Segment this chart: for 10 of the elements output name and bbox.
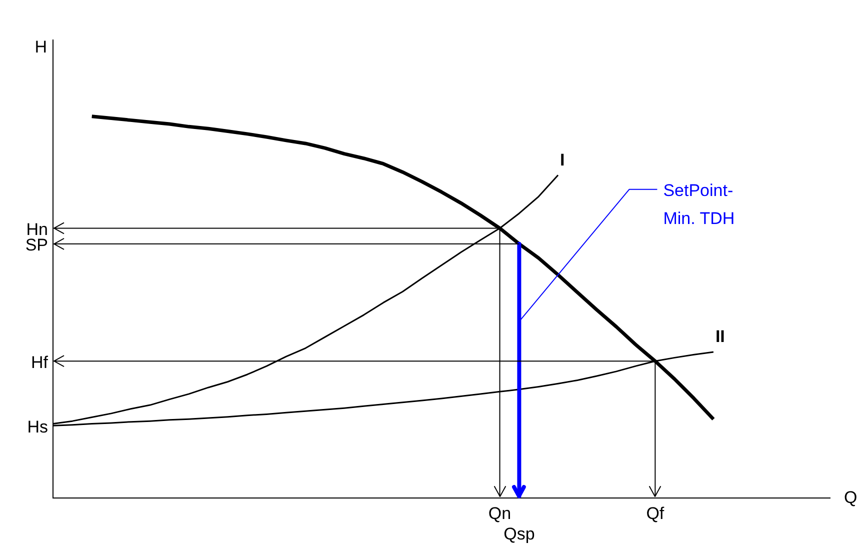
series-label: I <box>560 150 565 170</box>
annotation: SetPoint-Min. TDH <box>663 181 735 228</box>
series-label: II <box>715 327 725 346</box>
ref-line-label: Hf <box>31 352 48 372</box>
text: Hs <box>27 417 48 436</box>
x-tick-label: Qf <box>646 504 664 524</box>
x-axis-title: Q <box>844 488 858 507</box>
x-tick-label: Qn <box>488 504 512 524</box>
y-axis-title: H <box>34 38 47 57</box>
x-tick-label: Qsp <box>504 524 535 544</box>
